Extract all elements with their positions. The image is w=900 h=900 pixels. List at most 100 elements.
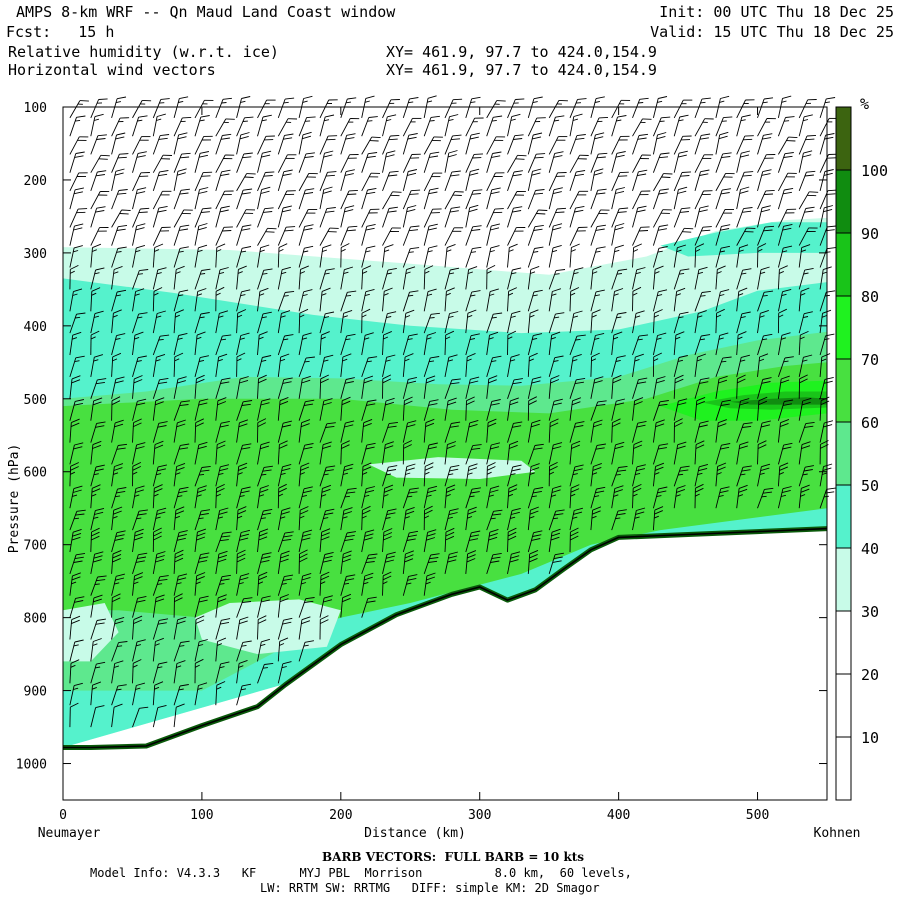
wind-barb-flag	[426, 537, 436, 541]
wind-barb-flag	[576, 377, 586, 381]
wind-barb-flag	[658, 486, 668, 490]
wind-barb	[590, 188, 607, 210]
wind-barb-shaft	[215, 576, 223, 596]
wind-barb-flag	[782, 486, 792, 490]
wind-barb-flag	[427, 489, 437, 494]
wind-barb-shaft	[69, 598, 76, 618]
wind-barb-flag	[826, 97, 836, 100]
wind-barb-shaft	[527, 488, 535, 509]
wind-barb-shaft	[569, 191, 580, 210]
wind-barb-shaft	[340, 135, 348, 155]
wind-barb-shaft	[194, 685, 199, 706]
wind-barb-shaft	[798, 191, 810, 210]
wind-barb	[652, 506, 664, 531]
wind-barb	[69, 399, 84, 421]
wind-barb-shaft	[736, 400, 741, 421]
y-tick-label: 300	[24, 247, 47, 262]
wind-barb-shaft	[402, 422, 408, 443]
wind-barb-shaft	[402, 335, 410, 356]
wind-barb-half-flag	[197, 249, 203, 253]
wind-barb-shaft	[257, 270, 265, 290]
wind-barb	[798, 114, 813, 137]
wind-barb	[340, 309, 353, 334]
wind-barb	[215, 377, 231, 399]
wind-barb-flag	[451, 421, 461, 424]
wind-barb-flag	[552, 560, 562, 563]
wind-barb-flag	[615, 244, 624, 249]
wind-barb-flag	[720, 245, 730, 249]
wind-barb-flag	[70, 702, 79, 708]
wind-barb-flag	[301, 419, 311, 424]
wind-barb	[132, 207, 150, 228]
wind-barb	[652, 265, 664, 290]
wind-barb	[319, 207, 336, 228]
wind-barb	[694, 377, 710, 399]
wind-barb-shaft	[257, 136, 267, 155]
wind-barb-flag	[179, 486, 189, 490]
wind-barb-flag	[449, 311, 459, 315]
wind-barb	[736, 465, 752, 487]
wind-barb-half-flag	[178, 250, 184, 253]
wind-barb	[111, 96, 127, 119]
wind-barb	[236, 640, 252, 662]
wind-barb-shaft	[507, 466, 514, 487]
wind-barb-flag	[176, 703, 185, 708]
wind-barb	[111, 352, 122, 377]
wind-barb-flag	[678, 150, 688, 154]
wind-barb-shaft	[673, 270, 681, 290]
wind-barb-shaft	[486, 335, 490, 356]
wind-barb-shaft	[298, 313, 301, 334]
wind-barb-shaft	[173, 356, 176, 377]
wind-barb-shaft	[611, 488, 616, 509]
wind-barb-flag	[159, 618, 169, 621]
wind-barb-shaft	[527, 134, 534, 155]
wind-barb-flag	[322, 190, 332, 194]
wind-barb-flag	[118, 189, 128, 191]
wind-barb-half-flag	[278, 248, 284, 252]
wind-barb-flag	[452, 134, 462, 137]
wind-barb-shaft	[736, 227, 747, 246]
wind-barb-half-flag	[491, 360, 497, 363]
wind-barb-flag	[551, 331, 561, 336]
wind-barb-shaft	[694, 154, 705, 173]
wind-barb-shaft	[652, 117, 662, 137]
wind-barb-half-flag	[178, 688, 184, 691]
wind-barb-flag	[385, 441, 394, 446]
wind-barb-flag	[614, 485, 624, 489]
wind-barb-flag	[533, 530, 543, 534]
wind-barb	[590, 132, 605, 155]
wind-barb	[90, 638, 102, 662]
wind-barb-shaft	[736, 488, 740, 509]
wind-barb-shaft	[632, 466, 638, 487]
wind-barb-shaft	[69, 208, 79, 228]
wind-barb-flag	[699, 463, 709, 468]
wind-barb-shaft	[361, 554, 369, 575]
wind-barb	[652, 96, 668, 119]
wind-barb-shaft	[111, 98, 118, 119]
wind-barb	[777, 399, 794, 421]
wind-barb-flag	[799, 378, 808, 384]
wind-barb-half-flag	[90, 336, 96, 340]
wind-barb-flag	[115, 136, 125, 140]
wind-barb	[382, 465, 398, 487]
wind-barb	[69, 639, 84, 662]
colorbar-swatch-80	[836, 233, 851, 296]
wind-barb-shaft	[236, 173, 247, 192]
wind-barb-shaft	[715, 98, 721, 119]
wind-barb-shaft	[590, 401, 599, 421]
wind-barb	[444, 170, 461, 192]
wind-barb-flag	[305, 597, 315, 600]
wind-barb	[152, 170, 169, 192]
wind-barb-shaft	[90, 444, 94, 465]
wind-barb-shaft	[611, 467, 619, 487]
wind-barb-flag	[74, 600, 84, 603]
wind-barb-flag	[492, 513, 502, 516]
wind-barb-shaft	[340, 553, 344, 574]
wind-barb	[694, 396, 706, 421]
wind-barb-shaft	[673, 378, 676, 399]
wind-barb-flag	[175, 309, 184, 314]
wind-barb-shaft	[777, 269, 780, 290]
wind-barb-half-flag	[594, 100, 600, 103]
wind-barb-shaft	[757, 379, 764, 399]
wind-barb	[132, 418, 142, 443]
